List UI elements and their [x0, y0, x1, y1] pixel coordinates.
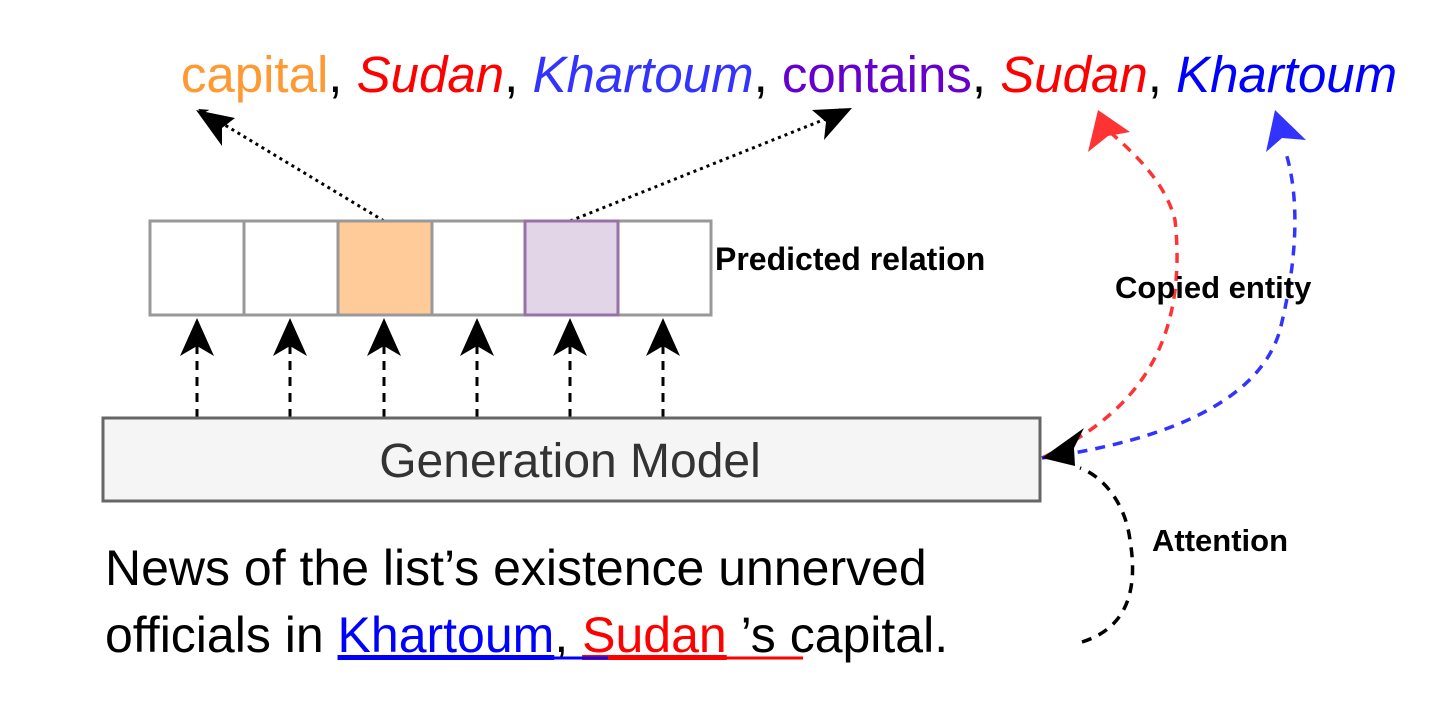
separator: ,: [1148, 46, 1176, 103]
relation-box-contains: [523, 219, 620, 317]
entity-khartoum: Khartoum: [338, 607, 555, 663]
copied-entity-label: Copied entity: [1115, 270, 1312, 305]
relation-box: [430, 219, 527, 317]
model-to-box-arrows: [192, 320, 668, 418]
token-sudan-copied: Sudan: [1000, 46, 1147, 103]
relation-box: [616, 219, 713, 317]
generation-model-box: [101, 416, 1042, 503]
separator: ,: [328, 46, 356, 103]
token-khartoum-copied: Khartoum: [1176, 46, 1397, 103]
separator: ,: [754, 46, 782, 103]
copy-arrowhead-khartoum: [1266, 110, 1306, 152]
separator: ,: [972, 46, 1000, 103]
relation-boxes: [148, 219, 713, 317]
sentence-text: ,: [554, 607, 582, 663]
copy-arrow-sudan: [1041, 130, 1179, 460]
relation-box-capital: [336, 219, 434, 317]
dotted-arrow-capital: [198, 108, 385, 223]
predicted-relation-label: Predicted relation: [715, 241, 985, 277]
generation-model-label: Generation Model: [379, 435, 761, 488]
sentence-text: officials in: [105, 607, 338, 663]
output-sequence: capital, Sudan, Khartoum, contains, Suda…: [110, 46, 1440, 103]
attention-label: Attention: [1152, 523, 1288, 558]
relation-box: [148, 219, 246, 317]
token-contains: contains: [782, 46, 972, 103]
separator: ,: [504, 46, 532, 103]
copy-arrow-khartoum: [1041, 149, 1297, 460]
entity-sudan: Sudan: [582, 607, 727, 663]
relation-box: [242, 219, 340, 317]
attention-arrowhead: [1042, 428, 1084, 466]
token-khartoum: Khartoum: [532, 46, 753, 103]
input-sentence-line2: officials in Khartoum, Sudan ’s capital.: [105, 607, 948, 663]
sentence-text: ’s capital.: [727, 607, 948, 663]
token-capital: capital: [181, 46, 328, 103]
dotted-arrow-contains: [569, 108, 850, 223]
arrowheads: [180, 108, 852, 356]
token-sudan: Sudan: [357, 46, 504, 103]
copy-arrowhead-sudan: [1088, 110, 1130, 152]
input-sentence-line1: News of the list’s existence unnerved: [105, 540, 927, 596]
attention-arrow: [1079, 466, 1135, 644]
